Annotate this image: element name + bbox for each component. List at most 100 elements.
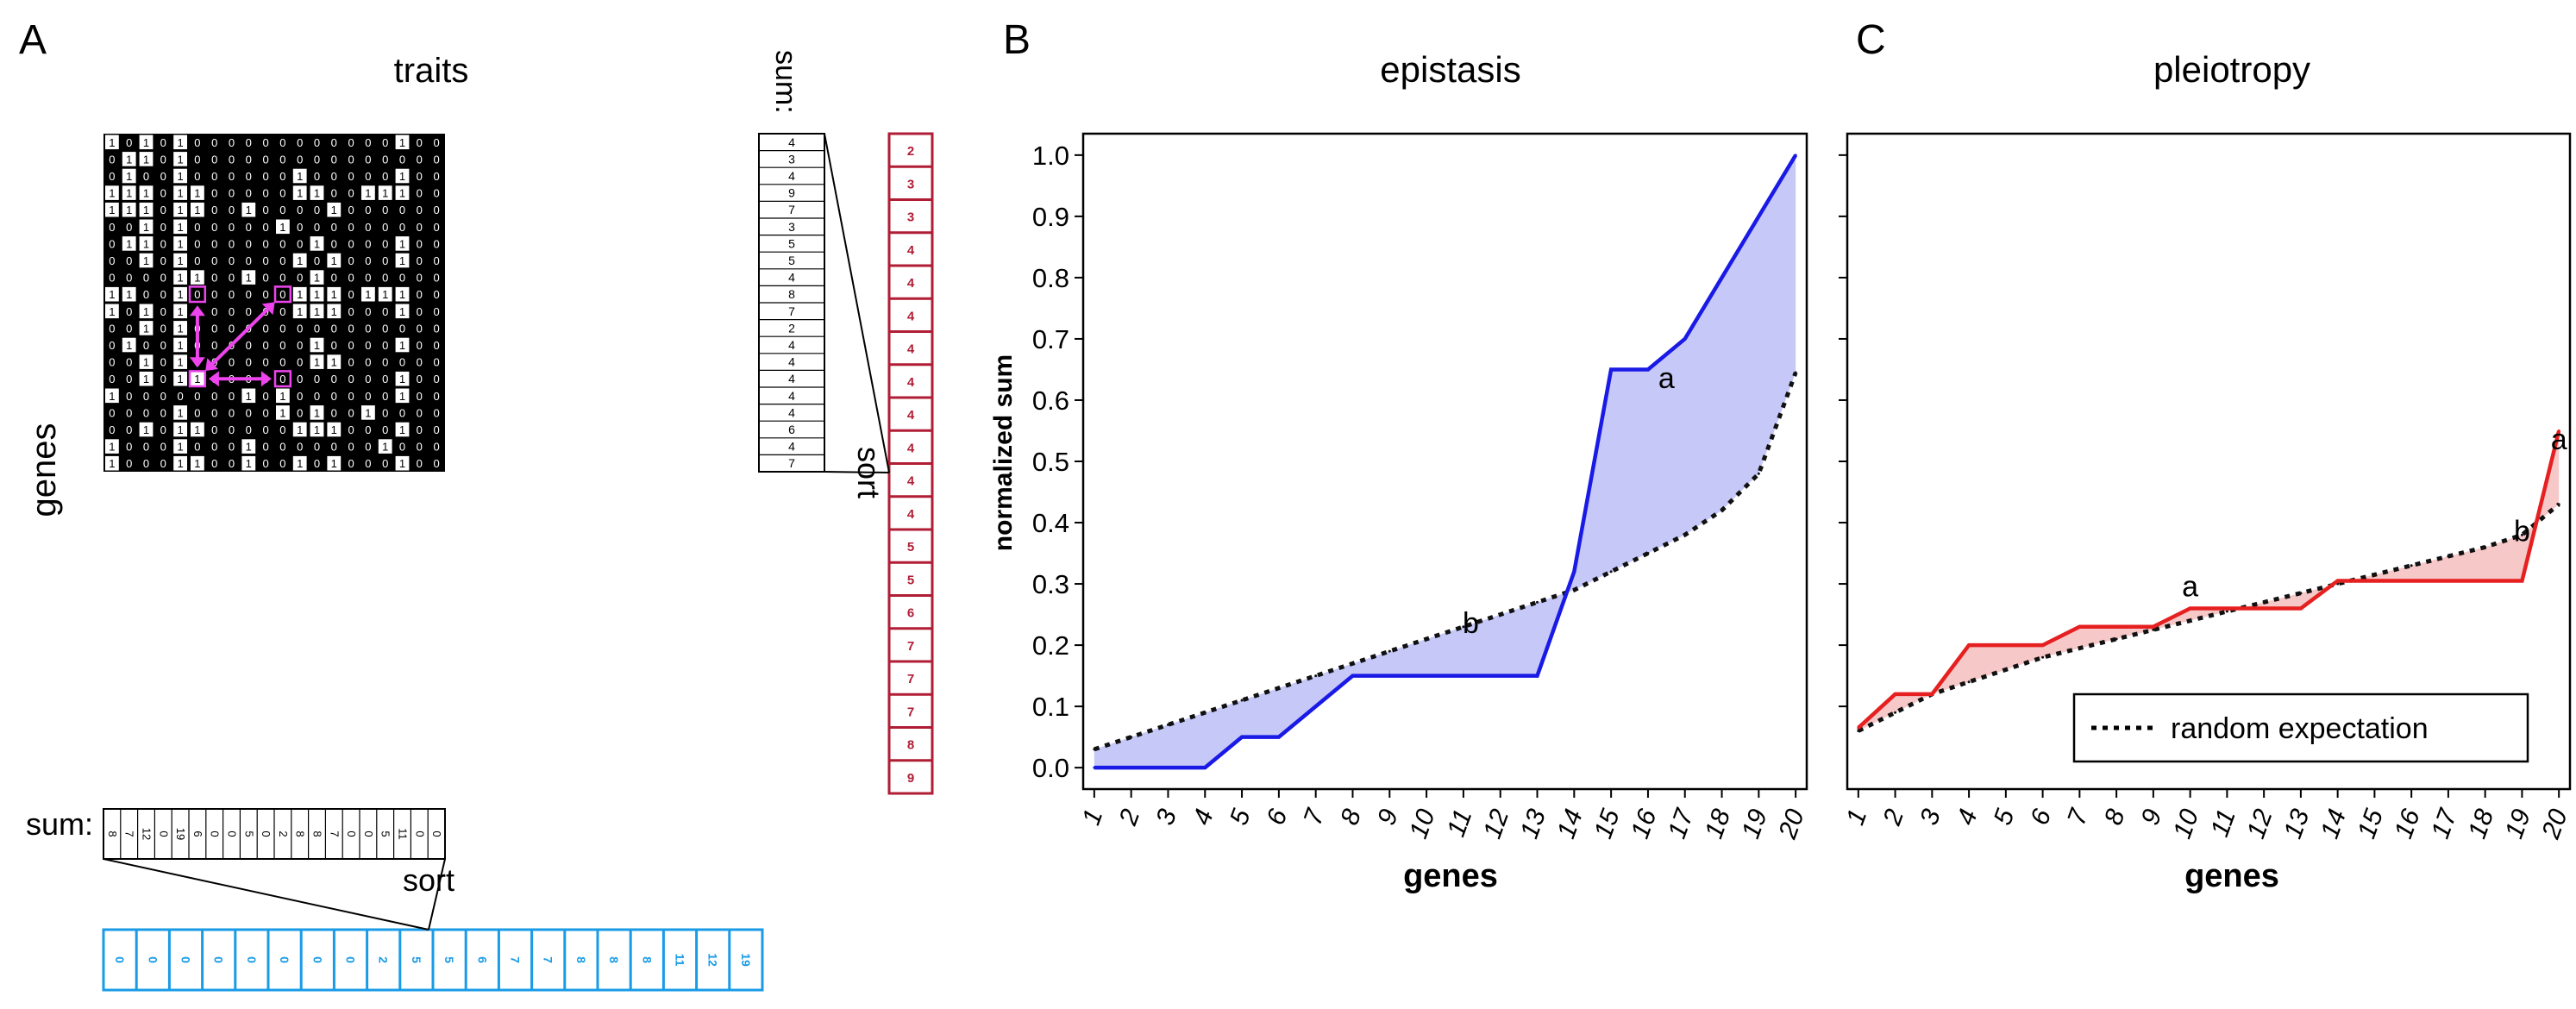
x-tick-label: 7 [1299,805,1331,829]
matrix-cell-value: 1 [399,170,405,183]
row-sum-value: 4 [788,372,795,385]
matrix-cell-on [173,185,187,200]
matrix-cell-value: 0 [417,136,423,149]
sorted-col-value: 7 [542,956,555,963]
matrix-cell-value: 0 [382,272,388,285]
random-expectation-point [1462,625,1465,629]
random-expectation-point [1757,472,1760,475]
matrix-cell-value: 1 [331,423,337,436]
matrix-cell-value: 1 [177,423,183,436]
matrix-cell-on [276,405,290,420]
matrix-cell-value: 0 [348,390,354,403]
matrix-cell-value: 0 [211,237,217,250]
panel-c-letter: C [1856,17,1886,63]
sorted-row-value: 4 [907,375,915,390]
matrix-cell-on [395,388,410,404]
matrix-cell-value: 0 [365,221,371,234]
matrix-cell-value: 1 [177,221,183,234]
matrix-cell-value: 0 [382,305,388,318]
matrix-cell-value: 0 [194,441,200,454]
series-point [1609,367,1613,371]
matrix-cell-value: 0 [399,322,405,335]
funnel-right-bottom [824,471,890,473]
matrix-cell-value: 0 [331,272,337,285]
matrix-cell-on [173,270,187,285]
matrix-cell-value: 0 [433,339,439,352]
matrix-cell-value: 0 [160,373,166,385]
random-expectation-point [1572,588,1576,592]
matrix-cell-on [327,455,342,471]
matrix-cell-value: 0 [126,406,132,419]
row-sum-header: sum: [769,50,802,114]
matrix-cell-on [310,270,324,285]
matrix-cell-on [327,253,342,268]
matrix-cell-value: 0 [160,339,166,352]
matrix-cell-on [173,439,187,454]
matrix-cell-value: 0 [194,288,200,301]
matrix-cell-value: 1 [126,187,132,200]
matrix-cell-value: 1 [194,423,200,436]
random-expectation-point [1857,730,1860,733]
matrix-cell-value: 0 [160,187,166,200]
matrix-cell-on [122,337,136,353]
matrix-cell-on [395,135,410,150]
matrix-cell-value: 0 [433,170,439,183]
sorted-row-value: 7 [907,672,914,686]
col-sum-value: 0 [260,830,273,837]
matrix-cell-value: 0 [331,406,337,419]
series-point [1093,766,1096,769]
series-point [1757,215,1760,218]
x-tick-label: 10 [2168,805,2205,843]
matrix-cell-value: 0 [331,441,337,454]
sorted-row-value: 4 [907,276,915,291]
random-expectation-point [2410,564,2413,567]
matrix-cell-on [105,388,119,404]
matrix-cell-on [139,202,154,217]
matrix-cell-value: 0 [348,187,354,200]
matrix-cell-value: 1 [194,457,200,470]
sorted-col-value: 6 [475,956,489,963]
y-tick-label: 0.8 [1032,263,1069,293]
row-sum-value: 4 [788,389,795,403]
matrix-cell-value: 0 [126,322,132,335]
x-tick-label: 4 [1952,805,1984,829]
matrix-cell-on [173,202,187,217]
matrix-cell-value: 0 [417,272,423,285]
series-point [1425,674,1428,678]
series-point [2299,606,2303,610]
matrix-cell-value: 0 [109,153,115,166]
matrix-cell-value: 1 [246,204,252,216]
matrix-cell-on [395,304,410,319]
random-expectation-point [1351,661,1354,665]
matrix-cell-on [395,422,410,437]
col-sum-value: 6 [191,830,204,837]
matrix-cell-value: 0 [109,322,115,335]
matrix-cell-value: 0 [382,423,388,436]
matrix-cell-value: 0 [262,356,268,369]
matrix-cell-on [310,236,324,251]
matrix-cell-value: 0 [229,254,235,267]
x-tick-label: 3 [1150,805,1182,829]
matrix-cell-value: 0 [399,204,405,216]
matrix-cell-value: 1 [297,305,303,318]
matrix-cell-value: 0 [160,170,166,183]
fill-between-area [1094,154,1796,768]
matrix-cell-value: 0 [382,237,388,250]
random-expectation-point [2115,637,2118,641]
matrix-cell-value: 1 [177,153,183,166]
matrix-cell-on [139,135,154,150]
matrix-cell-on [292,253,307,268]
matrix-cell-value: 0 [279,373,285,385]
matrix-cell-on [292,304,307,319]
matrix-cell-value: 0 [365,339,371,352]
matrix-cell-value: 0 [279,339,285,352]
random-expectation-point [2484,545,2487,548]
matrix-cell-value: 1 [314,305,320,318]
matrix-cell-value: 0 [433,457,439,470]
matrix-cell-value: 0 [160,136,166,149]
matrix-cell-value: 0 [279,356,285,369]
x-tick-label: 8 [1335,805,1367,829]
matrix-cell-value: 0 [348,170,354,183]
matrix-cell-value: 0 [160,406,166,419]
matrix-cell-on [310,304,324,319]
